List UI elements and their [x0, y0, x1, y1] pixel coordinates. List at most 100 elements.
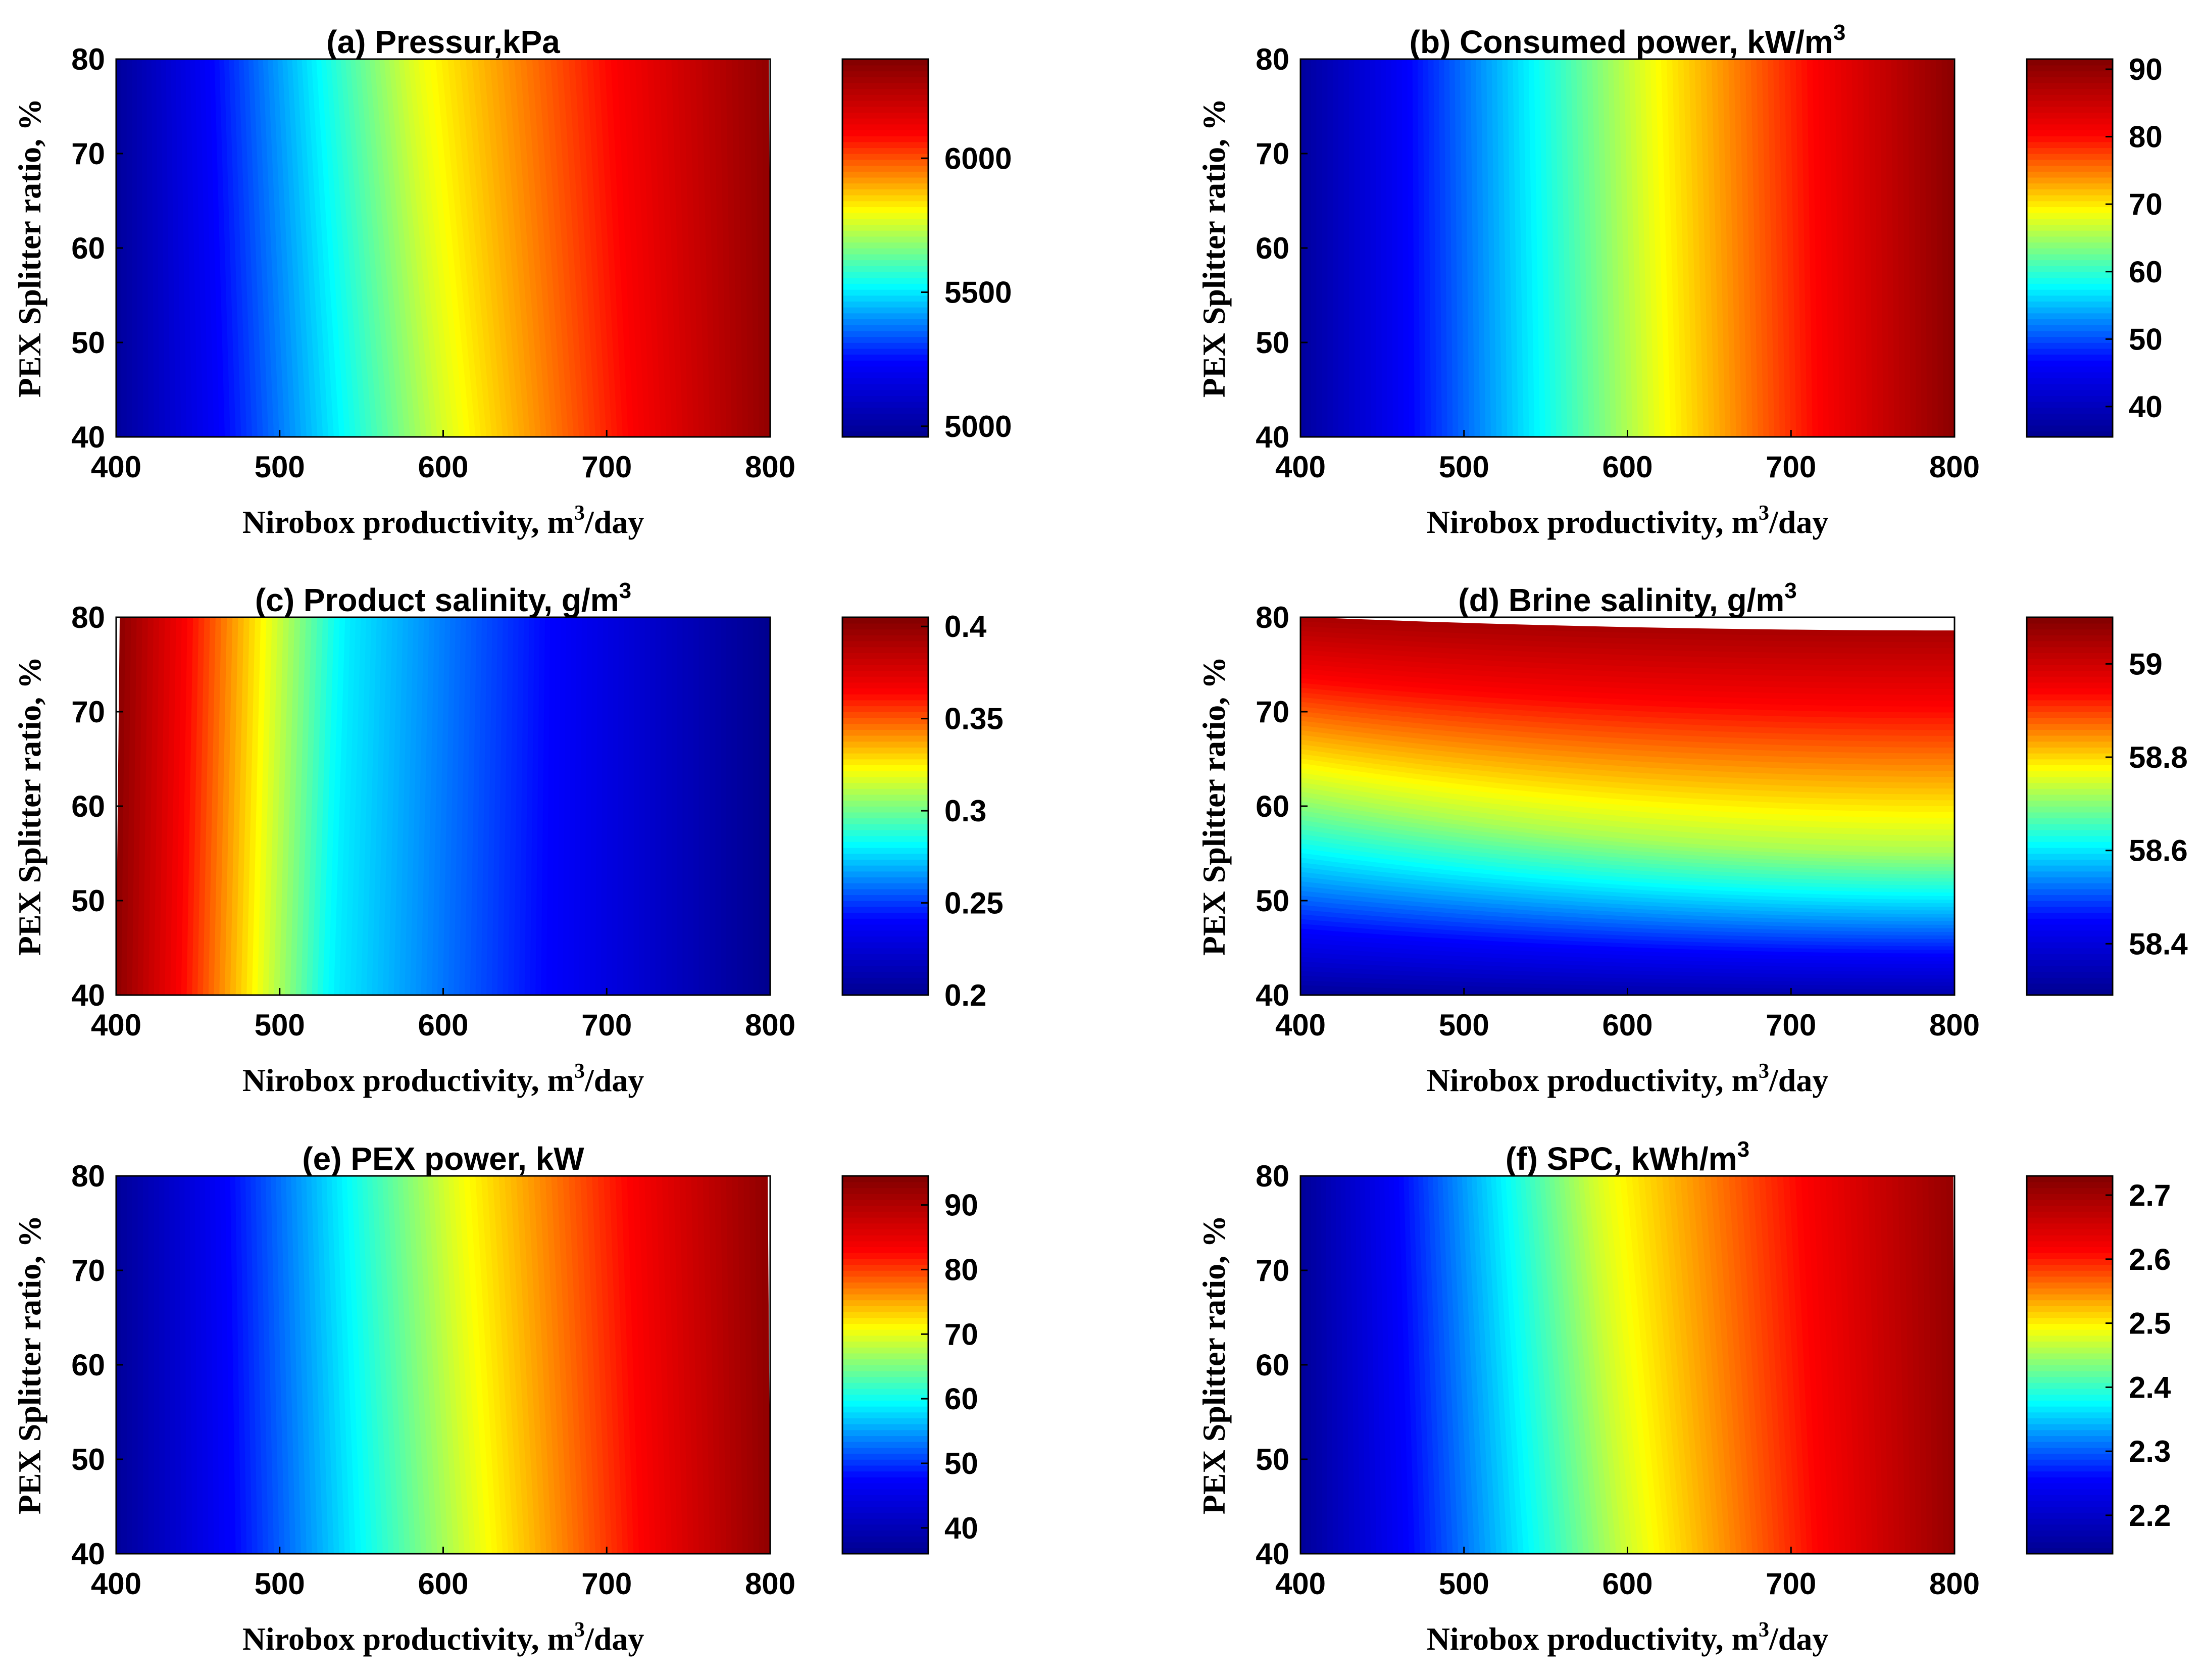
- colorbar-swatch: [2027, 183, 2113, 189]
- x-ticks-b: 400 500 600 700 800: [1275, 450, 1980, 484]
- heatmap-band: [1300, 985, 1716, 995]
- heatmap-band: [1369, 1176, 1383, 1554]
- heatmap-band: [1656, 1176, 1693, 1554]
- colorbar-swatch: [842, 330, 928, 337]
- colorbar-swatch: [842, 942, 928, 949]
- colorbar-swatch: [842, 354, 928, 361]
- heatmap-band: [1717, 59, 1732, 437]
- colorbar-swatch: [842, 1423, 928, 1430]
- colorbar-swatch: [842, 1347, 928, 1354]
- colorbar-swatch: [842, 407, 928, 414]
- heatmap-band: [454, 59, 493, 437]
- heatmap-band: [341, 1176, 362, 1554]
- colorbar-tick-label: 50: [2129, 322, 2163, 356]
- heatmap-band: [1722, 1176, 1754, 1554]
- heatmap-band: [1700, 59, 1715, 437]
- heatmap-band: [661, 617, 667, 995]
- heatmap-band: [1549, 59, 1563, 437]
- colorbar-swatch: [842, 1317, 928, 1324]
- colorbar-swatch: [842, 1205, 928, 1212]
- colorbar-swatch: [2027, 1181, 2113, 1189]
- heatmap-band: [1686, 1176, 1721, 1554]
- heatmap-band: [688, 617, 694, 995]
- heatmap-band: [181, 617, 194, 995]
- colorbar-tick-label: 58.6: [2129, 834, 2188, 868]
- colorbar-swatch: [2027, 277, 2113, 284]
- heatmap-band: [742, 617, 749, 995]
- colorbar-swatch: [2027, 230, 2113, 237]
- heatmap-band: [214, 617, 228, 995]
- colorbar-swatch: [842, 664, 928, 671]
- heatmap-band: [1495, 1176, 1525, 1554]
- colorbar-swatch: [842, 1447, 928, 1454]
- heatmap-band: [484, 59, 520, 437]
- colorbar-tick-label: 40: [944, 1511, 978, 1545]
- heatmap-band: [263, 617, 279, 995]
- colorbar-swatch: [2027, 1335, 2113, 1342]
- heatmap-band: [219, 617, 233, 995]
- colorbar-swatch: [842, 248, 928, 255]
- colorbar-swatch: [2027, 1199, 2113, 1206]
- colorbar-swatch: [2027, 1234, 2113, 1242]
- heatmap-band: [296, 59, 324, 437]
- colorbar-swatch: [842, 141, 928, 149]
- heatmap-band: [1936, 59, 1944, 437]
- heatmap-band: [1418, 1176, 1437, 1554]
- heatmap-band: [721, 617, 727, 995]
- colorbar-swatch: [842, 670, 928, 677]
- heatmap-band: [306, 617, 324, 995]
- colorbar-swatch: [2027, 842, 2113, 848]
- colorbar-tick-label: 0.2: [944, 978, 986, 1012]
- colorbar-swatch: [842, 901, 928, 907]
- heatmap-band: [689, 59, 706, 437]
- heatmap-band: [1449, 59, 1459, 437]
- heatmap-band: [448, 617, 462, 995]
- colorbar-swatch: [2027, 829, 2113, 836]
- heatmap-band: [1857, 59, 1868, 437]
- colorbar-swatch: [2027, 1518, 2113, 1525]
- colorbar-swatch: [842, 859, 928, 866]
- heatmap-band: [1365, 59, 1372, 437]
- plot-area-e: [116, 1176, 770, 1554]
- colorbar-swatch: [842, 1441, 928, 1448]
- colorbar-swatch: [2027, 770, 2113, 777]
- colorbar-swatch: [842, 1288, 928, 1295]
- heatmap-band: [1335, 1176, 1345, 1554]
- heatmap-band: [225, 1176, 237, 1554]
- colorbar-swatch: [842, 112, 928, 119]
- heatmap-band: [693, 617, 700, 995]
- colorbar-swatch: [2027, 1495, 2113, 1501]
- x-tick-label: 400: [1275, 450, 1326, 484]
- heatmap-band: [272, 59, 296, 437]
- x-tick-label: 800: [1929, 450, 1980, 484]
- heatmap-band: [1813, 1176, 1835, 1554]
- heatmap-band: [253, 59, 275, 437]
- heatmap-band: [563, 1176, 585, 1554]
- colorbar-swatch: [2027, 806, 2113, 813]
- heatmap-band: [229, 59, 247, 437]
- colorbar-swatch: [2027, 135, 2113, 142]
- heatmap-band: [1433, 59, 1443, 437]
- heatmap-band: [215, 1176, 226, 1554]
- colorbar-swatch: [2027, 354, 2113, 361]
- heatmap-band: [132, 617, 143, 995]
- colorbar-swatch: [842, 1376, 928, 1383]
- heatmap-band: [1592, 59, 1607, 437]
- colorbar-swatch: [842, 106, 928, 113]
- colorbar-swatch: [842, 1188, 928, 1194]
- heatmap-band: [647, 59, 667, 437]
- heatmap-band: [1784, 59, 1797, 437]
- colorbar-swatch: [2027, 936, 2113, 943]
- x-tick-label: 800: [745, 450, 795, 484]
- x-ticks-f: 400 500 600 700 800: [1275, 1567, 1980, 1601]
- heatmap-band: [432, 617, 446, 995]
- heatmap-band: [1624, 59, 1639, 437]
- heatmap-band: [1807, 59, 1819, 437]
- heatmap-band: [284, 617, 301, 995]
- colorbar-swatch: [842, 65, 928, 72]
- heatmap-band: [235, 1176, 247, 1554]
- heatmap-band: [369, 59, 406, 437]
- heatmap-band: [399, 617, 415, 995]
- colorbar-swatch: [842, 906, 928, 913]
- colorbar-swatch: [2027, 431, 2113, 437]
